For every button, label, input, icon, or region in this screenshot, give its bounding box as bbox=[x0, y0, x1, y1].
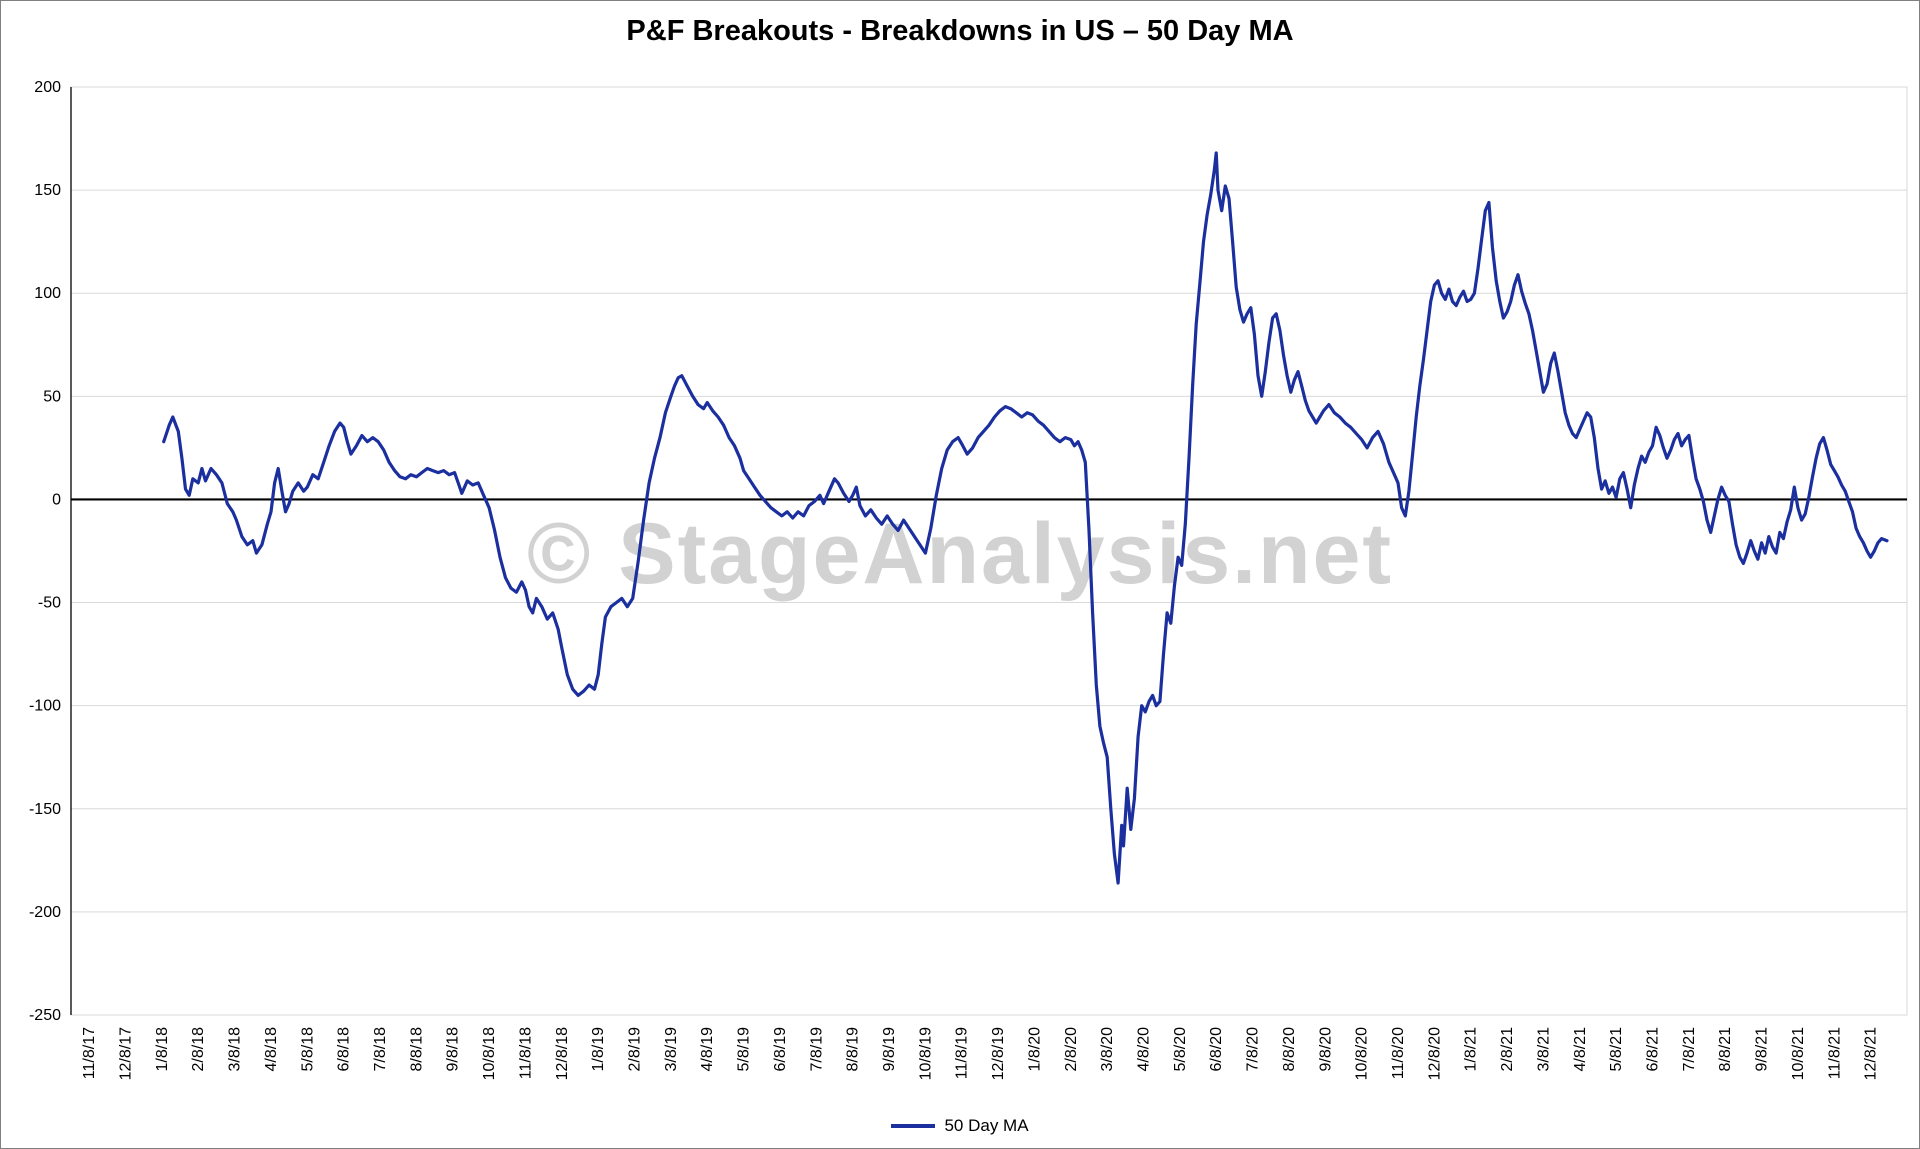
y-tick-label: -100 bbox=[29, 698, 61, 715]
x-tick-label: 6/8/18 bbox=[336, 1027, 353, 1072]
x-tick-label: 10/8/20 bbox=[1354, 1027, 1371, 1080]
x-tick-label: 1/8/20 bbox=[1026, 1027, 1043, 1072]
x-tick-label: 7/8/21 bbox=[1681, 1027, 1698, 1072]
x-tick-label: 5/8/18 bbox=[299, 1027, 316, 1072]
x-tick-label: 12/8/20 bbox=[1426, 1027, 1443, 1080]
x-tick-label: 5/8/21 bbox=[1608, 1027, 1625, 1072]
y-tick-label: 150 bbox=[34, 182, 61, 199]
x-tick-label: 7/8/19 bbox=[808, 1027, 825, 1072]
series-line-50-day-ma bbox=[162, 151, 1889, 885]
x-tick-label: 2/8/21 bbox=[1499, 1027, 1516, 1072]
watermark: © StageAnalysis.net bbox=[526, 506, 1394, 602]
x-tick-label: 1/8/18 bbox=[154, 1027, 171, 1072]
x-tick-label: 4/8/18 bbox=[263, 1027, 280, 1072]
x-tick-label: 1/8/21 bbox=[1463, 1027, 1480, 1072]
legend-line-swatch bbox=[891, 1124, 936, 1128]
x-tick-label: 6/8/20 bbox=[1208, 1027, 1225, 1072]
x-tick-label: 9/8/21 bbox=[1754, 1027, 1771, 1072]
x-tick-label: 2/8/18 bbox=[190, 1027, 207, 1072]
x-tick-label: 2/8/20 bbox=[1063, 1027, 1080, 1072]
x-tick-label: 10/8/18 bbox=[481, 1027, 498, 1080]
x-tick-label: 8/8/19 bbox=[845, 1027, 862, 1072]
x-tick-label: 6/8/19 bbox=[772, 1027, 789, 1072]
y-tick-label: 200 bbox=[34, 79, 61, 96]
x-tick-label: 3/8/20 bbox=[1099, 1027, 1116, 1072]
legend-label: 50 Day MA bbox=[944, 1116, 1029, 1135]
y-tick-label: 100 bbox=[34, 285, 61, 302]
legend: 50 Day MA bbox=[1, 1116, 1919, 1136]
y-tick-label: -50 bbox=[38, 595, 61, 612]
x-tick-label: 5/8/20 bbox=[1172, 1027, 1189, 1072]
x-tick-label: 12/8/21 bbox=[1863, 1027, 1880, 1080]
x-tick-label: 9/8/18 bbox=[445, 1027, 462, 1072]
x-tick-label: 10/8/19 bbox=[917, 1027, 934, 1080]
y-tick-label: 50 bbox=[43, 388, 61, 405]
x-tick-label: 6/8/21 bbox=[1645, 1027, 1662, 1072]
x-tick-label: 2/8/19 bbox=[627, 1027, 644, 1072]
y-tick-label: -250 bbox=[29, 1007, 61, 1024]
x-tick-label: 9/8/20 bbox=[1317, 1027, 1334, 1072]
x-tick-label: 11/8/17 bbox=[81, 1027, 98, 1079]
x-tick-label: 3/8/19 bbox=[663, 1027, 680, 1072]
x-tick-label: 4/8/21 bbox=[1572, 1027, 1589, 1072]
x-tick-label: 4/8/19 bbox=[699, 1027, 716, 1072]
x-tick-label: 3/8/18 bbox=[227, 1027, 244, 1072]
x-tick-label: 1/8/19 bbox=[590, 1027, 607, 1072]
x-tick-label: 11/8/21 bbox=[1826, 1027, 1843, 1079]
x-tick-label: 7/8/20 bbox=[1245, 1027, 1262, 1072]
y-tick-label: -200 bbox=[29, 904, 61, 921]
x-tick-label: 3/8/21 bbox=[1535, 1027, 1552, 1072]
y-tick-label: 0 bbox=[52, 491, 61, 508]
x-tick-label: 5/8/19 bbox=[736, 1027, 753, 1072]
x-tick-label: 11/8/20 bbox=[1390, 1027, 1407, 1079]
x-tick-label: 11/8/18 bbox=[517, 1027, 534, 1079]
x-tick-label: 12/8/17 bbox=[118, 1027, 135, 1080]
x-tick-label: 8/8/20 bbox=[1281, 1027, 1298, 1072]
x-tick-label: 10/8/21 bbox=[1790, 1027, 1807, 1080]
x-tick-label: 8/8/18 bbox=[408, 1027, 425, 1072]
x-tick-label: 12/8/19 bbox=[990, 1027, 1007, 1080]
chart-title: P&F Breakouts - Breakdowns in US – 50 Da… bbox=[626, 15, 1294, 47]
y-tick-label: -150 bbox=[29, 801, 61, 818]
x-tick-label: 12/8/18 bbox=[554, 1027, 571, 1080]
x-tick-label: 9/8/19 bbox=[881, 1027, 898, 1072]
x-tick-label: 11/8/19 bbox=[954, 1027, 971, 1079]
x-tick-label: 8/8/21 bbox=[1717, 1027, 1734, 1072]
x-tick-label: 4/8/20 bbox=[1136, 1027, 1153, 1072]
x-tick-label: 7/8/18 bbox=[372, 1027, 389, 1072]
